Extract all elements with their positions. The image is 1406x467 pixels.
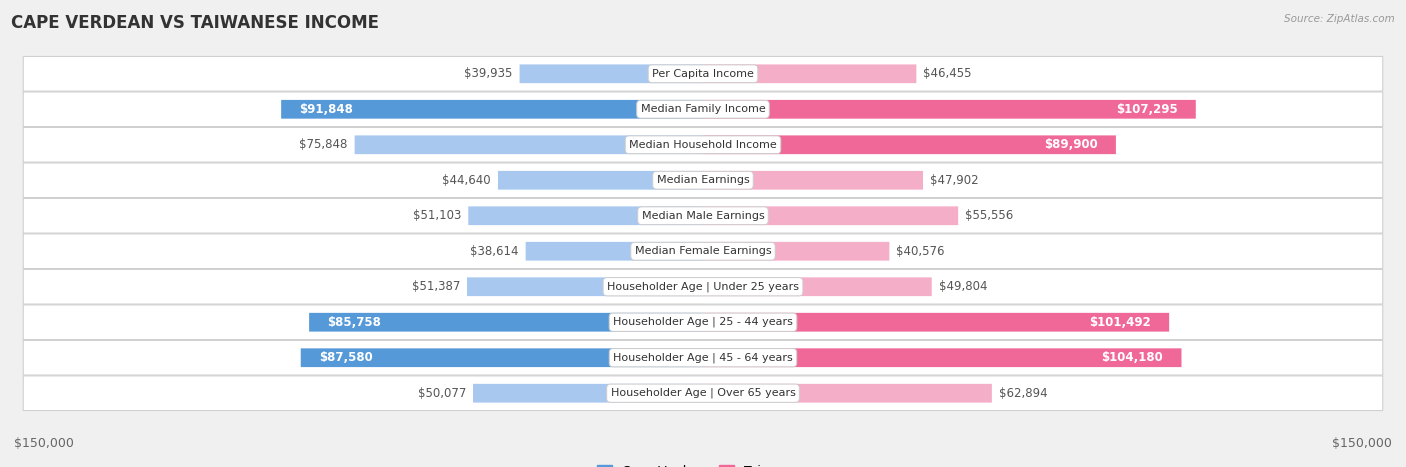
FancyBboxPatch shape [467, 277, 703, 296]
FancyBboxPatch shape [703, 64, 917, 83]
FancyBboxPatch shape [24, 163, 1382, 198]
Text: $51,103: $51,103 [413, 209, 461, 222]
Text: $55,556: $55,556 [965, 209, 1014, 222]
FancyBboxPatch shape [703, 171, 922, 190]
Text: Median Earnings: Median Earnings [657, 175, 749, 185]
FancyBboxPatch shape [472, 384, 703, 403]
Text: $104,180: $104,180 [1101, 351, 1163, 364]
Text: Median Male Earnings: Median Male Earnings [641, 211, 765, 221]
Text: $40,576: $40,576 [896, 245, 945, 258]
FancyBboxPatch shape [703, 135, 1116, 154]
Text: Median Female Earnings: Median Female Earnings [634, 246, 772, 256]
FancyBboxPatch shape [526, 242, 703, 261]
Text: Householder Age | 25 - 44 years: Householder Age | 25 - 44 years [613, 317, 793, 327]
Text: Median Family Income: Median Family Income [641, 104, 765, 114]
FancyBboxPatch shape [703, 206, 957, 225]
Text: $51,387: $51,387 [412, 280, 460, 293]
FancyBboxPatch shape [498, 171, 703, 190]
Text: $39,935: $39,935 [464, 67, 513, 80]
Text: Householder Age | Over 65 years: Householder Age | Over 65 years [610, 388, 796, 398]
FancyBboxPatch shape [468, 206, 703, 225]
Text: $50,077: $50,077 [418, 387, 467, 400]
Text: $38,614: $38,614 [470, 245, 519, 258]
Text: $62,894: $62,894 [998, 387, 1047, 400]
Text: Median Household Income: Median Household Income [628, 140, 778, 150]
Text: Source: ZipAtlas.com: Source: ZipAtlas.com [1284, 14, 1395, 24]
FancyBboxPatch shape [24, 198, 1382, 233]
Text: $75,848: $75,848 [299, 138, 347, 151]
Text: $47,902: $47,902 [929, 174, 979, 187]
Text: $91,848: $91,848 [299, 103, 353, 116]
FancyBboxPatch shape [520, 64, 703, 83]
FancyBboxPatch shape [24, 376, 1382, 410]
Text: CAPE VERDEAN VS TAIWANESE INCOME: CAPE VERDEAN VS TAIWANESE INCOME [11, 14, 380, 32]
Text: $107,295: $107,295 [1116, 103, 1177, 116]
FancyBboxPatch shape [703, 242, 890, 261]
FancyBboxPatch shape [24, 269, 1382, 304]
FancyBboxPatch shape [703, 100, 1195, 119]
Text: $49,804: $49,804 [939, 280, 987, 293]
Text: $150,000: $150,000 [14, 437, 75, 450]
Text: $44,640: $44,640 [443, 174, 491, 187]
FancyBboxPatch shape [703, 384, 991, 403]
FancyBboxPatch shape [24, 340, 1382, 375]
FancyBboxPatch shape [24, 92, 1382, 127]
Text: $85,758: $85,758 [328, 316, 381, 329]
FancyBboxPatch shape [703, 348, 1181, 367]
Text: Per Capita Income: Per Capita Income [652, 69, 754, 79]
Text: $150,000: $150,000 [1331, 437, 1392, 450]
Legend: Cape Verdean, Taiwanese: Cape Verdean, Taiwanese [592, 460, 814, 467]
Text: Householder Age | Under 25 years: Householder Age | Under 25 years [607, 282, 799, 292]
FancyBboxPatch shape [301, 348, 703, 367]
Text: $87,580: $87,580 [319, 351, 373, 364]
Text: $89,900: $89,900 [1043, 138, 1098, 151]
FancyBboxPatch shape [24, 305, 1382, 340]
FancyBboxPatch shape [24, 234, 1382, 269]
FancyBboxPatch shape [24, 57, 1382, 91]
FancyBboxPatch shape [354, 135, 703, 154]
Text: Householder Age | 45 - 64 years: Householder Age | 45 - 64 years [613, 353, 793, 363]
Text: $46,455: $46,455 [924, 67, 972, 80]
FancyBboxPatch shape [703, 277, 932, 296]
FancyBboxPatch shape [281, 100, 703, 119]
FancyBboxPatch shape [24, 127, 1382, 162]
Text: $101,492: $101,492 [1090, 316, 1150, 329]
FancyBboxPatch shape [309, 313, 703, 332]
FancyBboxPatch shape [703, 313, 1170, 332]
